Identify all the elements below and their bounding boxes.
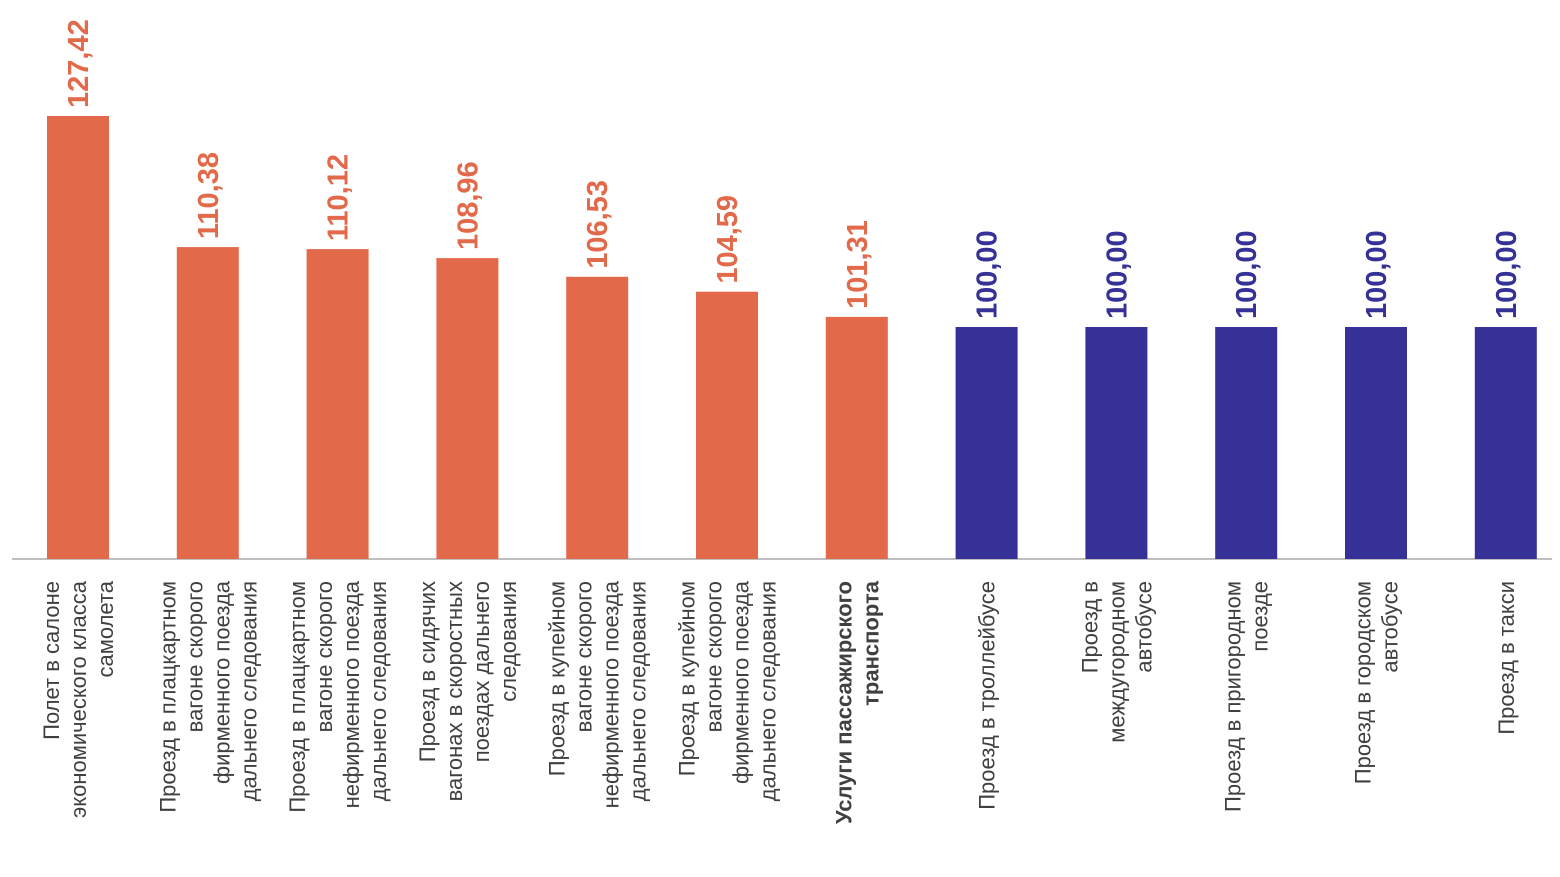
value-label-2: 110,38 (193, 152, 225, 239)
category-label-10: Проезд в пригородномпоезде (1221, 581, 1273, 812)
category-label-line: вагоне скорого (182, 581, 207, 732)
category-label-line: Проезд в городском (1351, 581, 1376, 784)
category-label-line: дальнего следования (626, 581, 651, 801)
bar-12 (1474, 327, 1537, 559)
category-label-line: Услуги пассажирского (831, 581, 856, 824)
category-label-5: Проезд в купейномвагоне скорогонефирменн… (545, 580, 651, 808)
category-label-12: Проезд в такси (1494, 581, 1519, 735)
category-label-line: Проезд в плацкартном (285, 581, 310, 813)
category-label-line: дальнего следования (756, 581, 781, 801)
bar-8 (955, 327, 1018, 559)
bar-3 (306, 249, 369, 559)
value-label-10: 100,00 (1231, 230, 1263, 319)
category-label-line: нефирменного поезда (599, 580, 624, 808)
category-label-line: дальнего следования (366, 581, 391, 801)
category-label-line: автобусе (1131, 581, 1156, 673)
category-label-line: Проезд в пригородном (1221, 581, 1246, 812)
bars-layer (47, 116, 1537, 559)
category-label-2: Проезд в плацкартномвагоне скорогофирмен… (155, 580, 261, 812)
category-label-4: Проезд в сидячихвагонах в скоростныхпоез… (415, 581, 521, 801)
category-label-9: Проезд вмеждугородномавтобусе (1077, 581, 1156, 743)
category-label-line: поездах дальнего (469, 581, 494, 762)
category-label-line: Проезд в купейном (675, 581, 700, 776)
value-labels-layer: 127,42 110,38 110,12 108,96 106,53 104,59 101,… (63, 19, 1523, 319)
category-label-line: фирменного поезда (209, 580, 234, 784)
category-label-line: поезде (1248, 581, 1273, 652)
category-label-line: Проезд в такси (1494, 581, 1519, 735)
category-label-8: Проезд в троллейбусе (975, 581, 1000, 810)
category-label-line: вагоне скорого (312, 581, 337, 732)
bar-4 (436, 258, 499, 559)
bar-11 (1345, 327, 1407, 559)
category-label-line: транспорта (858, 580, 883, 706)
bar-7 (825, 316, 888, 559)
value-label-1: 127,42 (63, 19, 95, 108)
category-label-line: Проезд в плацкартном (155, 581, 180, 813)
category-label-line: вагоне скорого (702, 581, 727, 732)
category-label-1: Полет в салонеэкономического классасамол… (39, 580, 118, 818)
category-label-line: экономического класса (66, 580, 91, 818)
category-label-line: нефирменного поезда (339, 580, 364, 808)
category-label-line: вагоне скорого (572, 581, 597, 732)
category-label-line: Проезд в сидячих (415, 581, 440, 762)
bar-1 (47, 116, 109, 559)
category-label-line: Полет в салоне (39, 581, 64, 740)
category-label-line: междугородном (1104, 581, 1129, 743)
category-labels-layer: Полет в салонеэкономического классасамол… (39, 580, 1519, 824)
category-label-line: самолета (93, 580, 118, 677)
bar-2 (176, 247, 239, 559)
value-label-8: 100,00 (972, 230, 1004, 319)
category-label-line: Проезд в (1077, 581, 1102, 673)
value-label-7: 101,31 (842, 220, 874, 309)
value-label-9: 100,00 (1101, 230, 1133, 319)
value-label-12: 100,00 (1491, 230, 1523, 319)
value-label-6: 104,59 (712, 195, 744, 284)
value-label-4: 108,96 (452, 161, 484, 250)
category-label-line: Проезд в троллейбусе (975, 581, 1000, 810)
category-label-line: автобусе (1378, 581, 1403, 673)
category-label-line: фирменного поезда (729, 580, 754, 784)
bar-9 (1085, 327, 1148, 559)
category-label-line: следования (496, 581, 521, 702)
category-label-6: Проезд в купейномвагоне скорогофирменног… (675, 580, 781, 801)
value-label-11: 100,00 (1361, 230, 1393, 319)
category-label-3: Проезд в плацкартномвагоне скорогонефирм… (285, 580, 391, 812)
category-label-7: Услуги пассажирскоготранспорта (831, 580, 883, 824)
category-label-11: Проезд в городскомавтобусе (1351, 581, 1403, 784)
category-label-line: вагонах в скоростных (442, 581, 467, 801)
bar-5 (566, 276, 629, 559)
value-label-5: 106,53 (582, 180, 614, 269)
category-label-line: дальнего следования (236, 581, 261, 801)
category-label-line: Проезд в купейном (545, 581, 570, 776)
bar-10 (1215, 327, 1278, 559)
bar-6 (696, 291, 758, 559)
value-label-3: 110,12 (323, 154, 355, 241)
